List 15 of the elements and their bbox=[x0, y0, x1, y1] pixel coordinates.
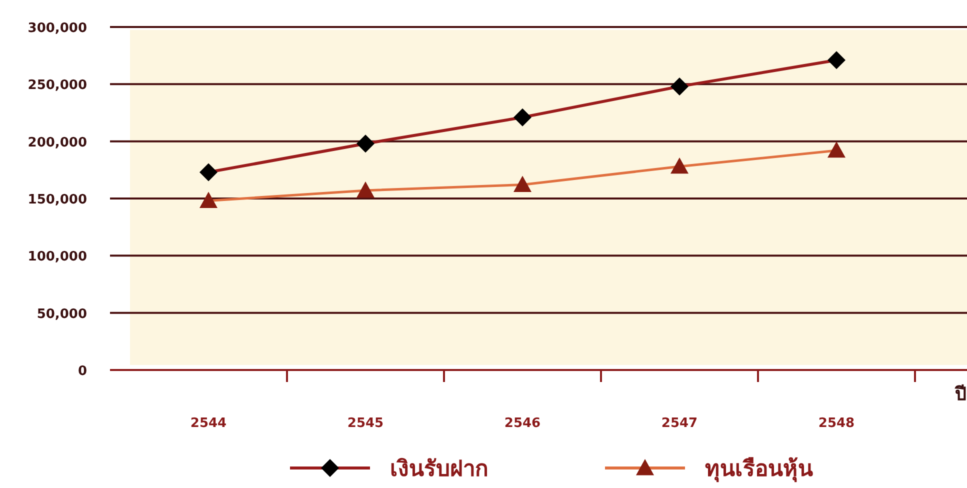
x-tick-label: 2544 bbox=[190, 416, 227, 431]
x-tick-label: 2547 bbox=[661, 416, 698, 431]
y-tick-label: 300,000 bbox=[28, 21, 87, 36]
x-tick-label: 2548 bbox=[818, 416, 855, 431]
y-tick-label: 50,000 bbox=[36, 306, 87, 322]
x-tick-label: 2545 bbox=[347, 416, 384, 431]
y-tick-label: 0 bbox=[78, 364, 87, 379]
legend-label: ทุนเรือนหุ้น bbox=[705, 457, 813, 483]
y-tick-label: 250,000 bbox=[28, 78, 87, 94]
x-tick-label: 2546 bbox=[504, 416, 541, 431]
y-tick-label: 150,000 bbox=[28, 192, 87, 208]
x-axis-title: ปี bbox=[954, 384, 966, 405]
y-tick-label: 100,000 bbox=[28, 250, 87, 265]
legend-label: เงินรับฝาก bbox=[390, 457, 488, 482]
y-tick-label: 200,000 bbox=[28, 135, 87, 150]
